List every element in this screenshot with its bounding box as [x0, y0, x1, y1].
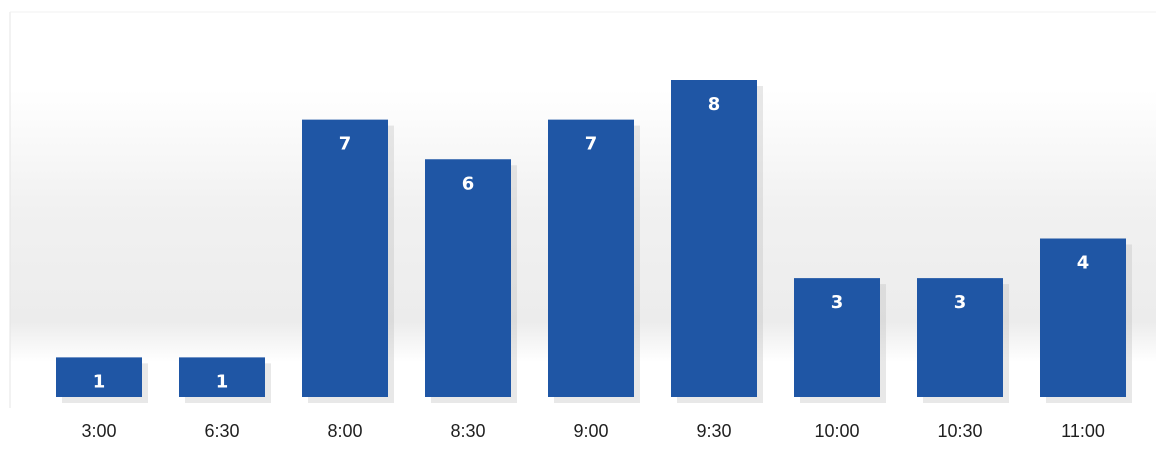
bar-6-30 [179, 357, 265, 397]
data-label: 7 [339, 134, 352, 155]
bar-11-00 [1040, 238, 1126, 397]
x-tick-label: 9:00 [573, 421, 608, 441]
x-tick-label: 11:00 [1061, 421, 1105, 441]
data-label: 8 [708, 94, 721, 115]
bar-9-00 [548, 119, 634, 397]
x-tick-label: 9:30 [696, 421, 731, 441]
x-tick-label: 8:00 [327, 421, 362, 441]
x-tick-label: 3:00 [81, 421, 116, 441]
bars-group [56, 80, 1126, 397]
bar-8-00 [302, 119, 388, 397]
bar-10-00 [794, 278, 880, 397]
x-axis-tick-labels: 3:00 6:30 8:00 8:30 9:00 9:30 10:00 10:30 11:00 [81, 421, 1104, 441]
data-labels-group: 1 1 7 6 7 8 3 3 4 [93, 94, 1090, 392]
bar-9-30 [671, 80, 757, 397]
x-tick-label: 8:30 [450, 421, 485, 441]
bar-3-00 [56, 357, 142, 397]
data-label: 1 [93, 371, 106, 392]
x-tick-label: 10:30 [937, 421, 982, 441]
data-label: 4 [1077, 253, 1090, 274]
data-label: 3 [954, 292, 967, 313]
data-label: 3 [831, 292, 844, 313]
x-tick-label: 10:00 [814, 421, 859, 441]
bar-10-30 [917, 278, 1003, 397]
data-label: 1 [216, 371, 229, 392]
data-label: 6 [462, 173, 475, 194]
bar-8-30 [425, 159, 511, 397]
data-label: 7 [585, 134, 598, 155]
x-tick-label: 6:30 [204, 421, 239, 441]
